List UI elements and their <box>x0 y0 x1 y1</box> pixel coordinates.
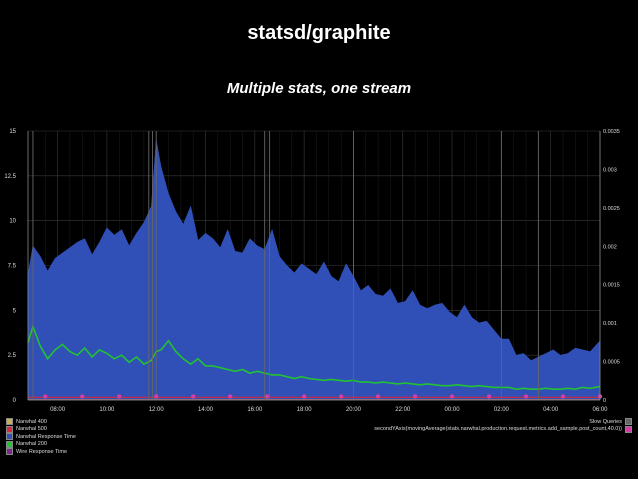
y-tick-label-left: 15 <box>9 129 16 135</box>
post-count-point <box>301 394 307 399</box>
legend-item: Slow Queries <box>374 418 632 426</box>
x-tick-label: 14:00 <box>198 407 214 413</box>
legend-swatch <box>625 425 632 433</box>
x-tick-label: 04:00 <box>543 407 559 413</box>
legend-label: Wire Response Time <box>16 448 68 455</box>
post-count-point <box>80 394 85 399</box>
x-tick-label: 10:00 <box>99 407 115 413</box>
legend-label: Narwhal 500 <box>16 426 47 433</box>
y-tick-label-left: 12.5 <box>4 174 16 180</box>
y-tick-label-right: 0.001 <box>603 321 617 327</box>
post-count-point <box>338 394 344 399</box>
x-tick-label: 22:00 <box>395 407 411 413</box>
legend-label: Slow Queries <box>589 418 622 425</box>
y-tick-label-right: 0.0015 <box>603 283 620 289</box>
y-tick-label-right: 0.0005 <box>603 360 620 366</box>
legend-swatch <box>6 418 13 426</box>
x-tick-label: 16:00 <box>247 407 263 413</box>
x-tick-label: 08:00 <box>50 407 66 413</box>
post-count-point <box>375 394 381 399</box>
legend-item: Narwhal 400 <box>6 418 76 426</box>
x-tick-label: 20:00 <box>346 407 362 413</box>
legend-label: Narwhal 400 <box>16 418 47 425</box>
x-tick-label: 12:00 <box>149 407 165 413</box>
post-count-point <box>523 394 529 399</box>
legend-item: Narwhal 200 <box>6 440 76 449</box>
legend-swatch <box>6 425 13 433</box>
legend-right: Slow Queries secondYAxis(movingAverage(s… <box>374 418 632 433</box>
x-tick-label: 06:00 <box>592 407 608 413</box>
x-tick-label: 18:00 <box>297 407 313 413</box>
post-count-point <box>264 394 270 399</box>
legend-item: Narwhal Response Time <box>6 433 76 441</box>
slide-subtitle: Multiple stats, one stream <box>226 80 412 97</box>
legend-swatch <box>6 433 13 441</box>
slide-title: statsd/graphite <box>247 22 391 44</box>
post-count-point <box>449 394 455 399</box>
series-area-narwhal-response-time <box>27 139 601 401</box>
legend-label: secondYAxis(movingAverage(stats.narwhal.… <box>374 426 622 433</box>
post-count-point <box>227 394 233 399</box>
y-tick-label-left: 5 <box>13 308 17 314</box>
legend-item: Wire Response Time <box>6 448 76 456</box>
x-tick-label: 02:00 <box>494 407 510 413</box>
legend-item: secondYAxis(movingAverage(stats.narwhal.… <box>374 425 632 434</box>
post-count-point <box>43 394 48 399</box>
y-tick-label-right: 0 <box>603 398 606 404</box>
y-tick-label-right: 0.002 <box>603 244 617 250</box>
graphite-chart: 08:00 10:00 12:00 14:00 16:00 18:00 20:00 22:00… <box>4 129 620 413</box>
post-count-point <box>117 394 122 399</box>
y-tick-label-left: 7.5 <box>8 264 17 270</box>
y-tick-label-right: 0.0025 <box>603 206 620 212</box>
y-tick-label-left: 2.5 <box>8 353 17 359</box>
legend-swatch <box>6 440 13 448</box>
post-count-point <box>486 394 492 399</box>
x-tick-label: 00:00 <box>445 407 461 413</box>
legend-label: Narwhal Response Time <box>16 433 76 440</box>
legend-label: Narwhal 200 <box>16 441 47 448</box>
legend-item: Narwhal 500 <box>6 425 76 434</box>
legend-swatch <box>625 418 632 426</box>
y-tick-label-left: 10 <box>9 219 16 225</box>
post-count-point <box>190 394 196 399</box>
y-tick-label-right: 0.003 <box>603 167 617 173</box>
y-tick-label-right: 0.0035 <box>603 129 620 135</box>
legend-swatch <box>6 448 13 456</box>
post-count-point <box>412 394 418 399</box>
post-count-point <box>560 394 566 399</box>
y-tick-label-left: 0 <box>13 398 17 404</box>
legend-left: Narwhal 400 Narwhal 500 Narwhal Response… <box>6 418 76 456</box>
post-count-point <box>154 394 159 399</box>
